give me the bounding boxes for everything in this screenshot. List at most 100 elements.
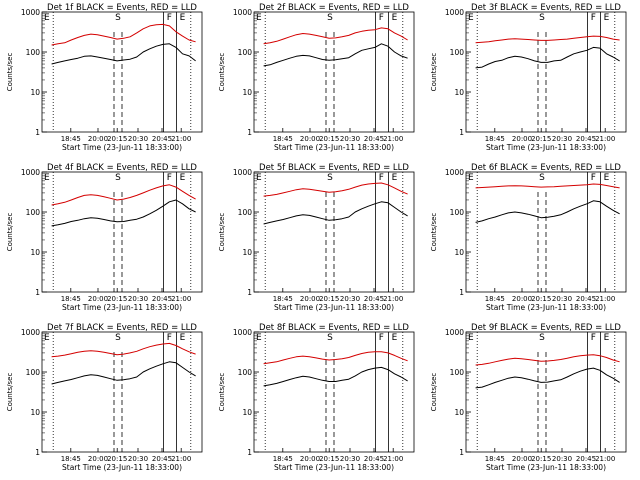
- marker-letter: S: [327, 333, 333, 343]
- x-tick-label: 18:45: [61, 295, 81, 303]
- panel-7: Det 7f BLACK = Events, RED = LLD 1 10 100 10…: [6, 323, 203, 472]
- x-axis-label: Start Time (23-Jun-11 18:33:00): [62, 143, 182, 152]
- marker-letter: F: [379, 13, 384, 23]
- events-series-line: [475, 46, 620, 69]
- marker-letter: E: [468, 13, 474, 23]
- y-tick-label: 10: [242, 408, 252, 417]
- y-axis-label: Counts/sec: [430, 213, 438, 252]
- y-tick-label: 1: [247, 288, 252, 297]
- y-axis-label: Counts/sec: [6, 373, 14, 412]
- x-tick-label: 21:00: [383, 135, 403, 143]
- y-tick-label: 100: [26, 208, 41, 217]
- x-tick-label: 20:45: [576, 455, 596, 463]
- x-tick-label: 20:00: [512, 295, 532, 303]
- marker-letter: E: [468, 173, 474, 183]
- y-tick-label: 1: [459, 128, 464, 137]
- y-axis-label: Counts/sec: [218, 213, 226, 252]
- x-tick-label: 18:45: [485, 135, 505, 143]
- x-tick-label: 20:15: [319, 295, 339, 303]
- panel-title: Det 7f BLACK = Events, RED = LLD: [47, 323, 197, 333]
- y-tick-label: 100: [450, 48, 465, 57]
- x-axis-label: Start Time (23-Jun-11 18:33:00): [62, 303, 182, 312]
- x-axis-label: Start Time (23-Jun-11 18:33:00): [62, 463, 182, 472]
- x-tick-label: 20:15: [107, 455, 127, 463]
- lld-series-line: [263, 351, 408, 365]
- panel-5: Det 5f BLACK = Events, RED = LLD 1 10 100 10…: [218, 163, 415, 312]
- events-series-line: [475, 200, 620, 223]
- marker-letter: F: [167, 13, 172, 23]
- panel-title: Det 2f BLACK = Events, RED = LLD: [259, 3, 409, 13]
- panel-title: Det 6f BLACK = Events, RED = LLD: [471, 163, 621, 173]
- panel-title: Det 8f BLACK = Events, RED = LLD: [259, 323, 409, 333]
- marker-letter: F: [591, 333, 596, 343]
- x-axis-label: Start Time (23-Jun-11 18:33:00): [486, 303, 606, 312]
- x-tick-label: 21:00: [383, 295, 403, 303]
- x-tick-label: 20:45: [152, 295, 172, 303]
- y-tick-label: 1000: [233, 328, 252, 337]
- lld-series-line: [51, 23, 196, 46]
- y-tick-label: 100: [26, 368, 41, 377]
- y-tick-label: 10: [454, 408, 464, 417]
- y-tick-label: 10: [30, 248, 40, 257]
- panel-2: Det 2f BLACK = Events, RED = LLD 1 10 100 10…: [218, 3, 415, 152]
- marker-letter: S: [115, 333, 121, 343]
- events-series-line: [51, 199, 196, 227]
- x-tick-label: 20:30: [340, 295, 360, 303]
- marker-letter: E: [392, 13, 398, 23]
- marker-letter: S: [539, 13, 545, 23]
- x-tick-label: 20:15: [107, 295, 127, 303]
- x-tick-label: 18:45: [273, 455, 293, 463]
- x-tick-label: 21:00: [383, 455, 403, 463]
- x-tick-label: 20:30: [128, 135, 148, 143]
- x-tick-label: 20:00: [512, 455, 532, 463]
- y-tick-label: 1: [35, 448, 40, 457]
- lld-series-line: [263, 27, 408, 45]
- x-tick-label: 20:30: [552, 135, 572, 143]
- y-tick-label: 100: [238, 208, 253, 217]
- lld-series-line: [475, 354, 620, 366]
- x-tick-label: 20:15: [531, 295, 551, 303]
- y-axis-label: Counts/sec: [430, 373, 438, 412]
- x-tick-label: 20:15: [107, 135, 127, 143]
- events-series-line: [263, 201, 408, 225]
- y-tick-label: 100: [238, 48, 253, 57]
- x-tick-label: 18:45: [273, 135, 293, 143]
- marker-letter: S: [539, 173, 545, 183]
- marker-letter: E: [604, 173, 610, 183]
- y-axis-label: Counts/sec: [218, 53, 226, 92]
- marker-letter: S: [327, 13, 333, 23]
- y-tick-label: 100: [450, 208, 465, 217]
- x-tick-label: 20:00: [512, 135, 532, 143]
- y-tick-label: 10: [30, 408, 40, 417]
- x-tick-label: 21:00: [595, 135, 615, 143]
- y-tick-label: 10: [242, 88, 252, 97]
- events-series-line: [475, 367, 620, 389]
- x-tick-label: 20:15: [319, 455, 339, 463]
- marker-letter: F: [167, 173, 172, 183]
- y-tick-label: 10: [30, 88, 40, 97]
- x-axis-label: Start Time (23-Jun-11 18:33:00): [274, 463, 394, 472]
- events-series-line: [51, 361, 196, 385]
- marker-letter: E: [392, 333, 398, 343]
- y-tick-label: 1: [247, 448, 252, 457]
- x-tick-label: 20:00: [88, 455, 108, 463]
- marker-letter: S: [115, 173, 121, 183]
- y-tick-label: 10: [242, 248, 252, 257]
- x-tick-label: 20:45: [364, 295, 384, 303]
- y-tick-label: 100: [26, 48, 41, 57]
- lld-series-line: [51, 184, 196, 206]
- y-tick-label: 1000: [233, 168, 252, 177]
- y-axis-label: Counts/sec: [218, 373, 226, 412]
- marker-letter: F: [379, 173, 384, 183]
- marker-letter: E: [180, 13, 186, 23]
- y-tick-label: 100: [450, 368, 465, 377]
- y-tick-label: 10: [454, 88, 464, 97]
- x-tick-label: 18:45: [485, 455, 505, 463]
- marker-letter: E: [256, 333, 262, 343]
- y-tick-label: 1: [459, 288, 464, 297]
- x-tick-label: 20:45: [152, 455, 172, 463]
- x-tick-label: 20:30: [340, 455, 360, 463]
- y-tick-label: 1000: [21, 168, 40, 177]
- x-tick-label: 20:00: [300, 455, 320, 463]
